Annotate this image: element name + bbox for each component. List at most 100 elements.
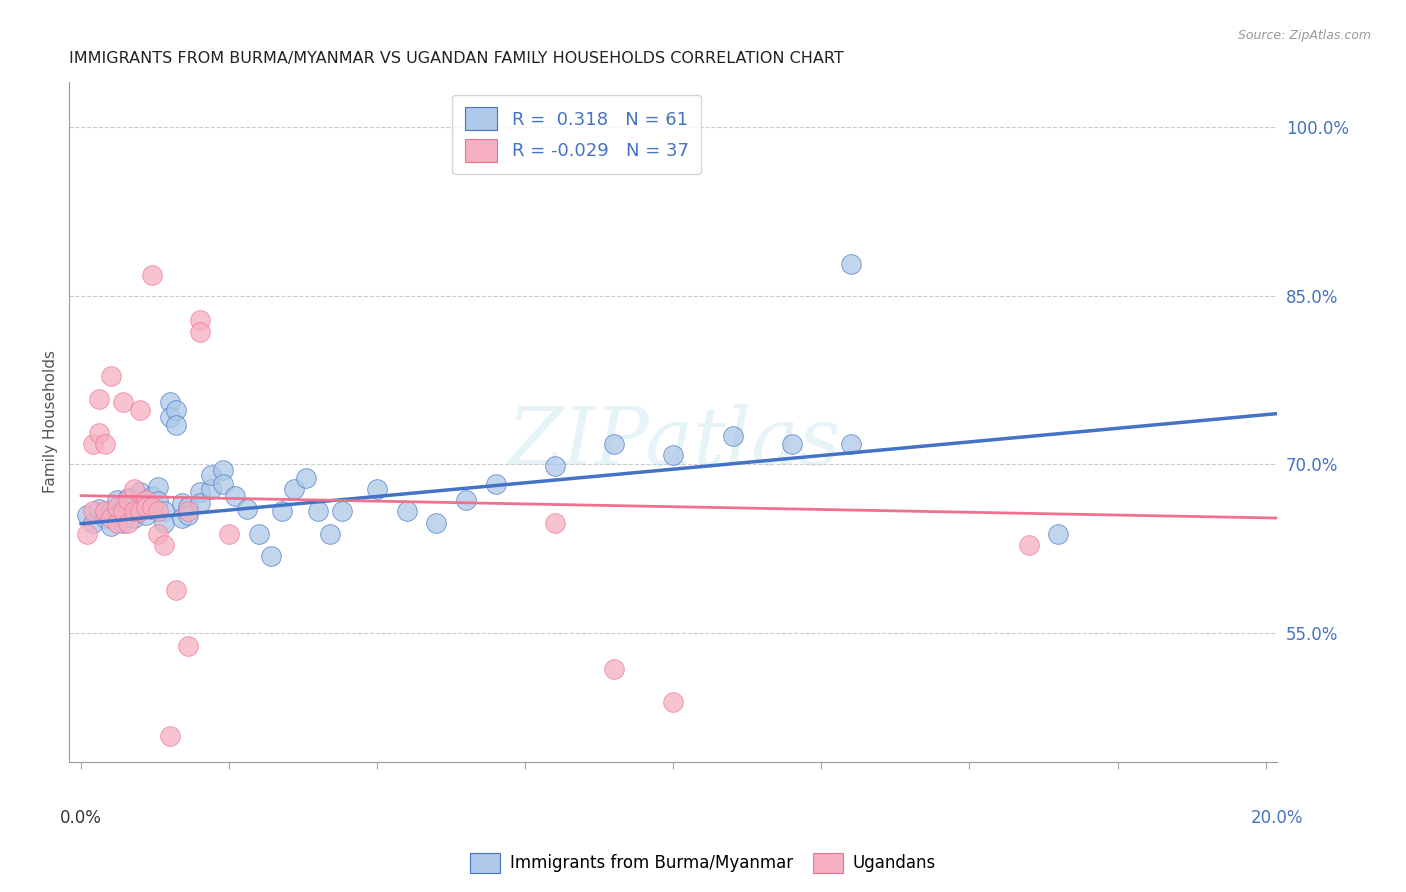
Point <box>153 538 176 552</box>
Point <box>170 511 193 525</box>
Point <box>105 493 128 508</box>
Point <box>271 504 294 518</box>
Point <box>76 508 98 522</box>
Point <box>153 516 176 530</box>
Point <box>1018 538 1040 552</box>
Point <box>395 504 418 518</box>
Point <box>425 516 447 530</box>
Legend: R =  0.318   N = 61, R = -0.029   N = 37: R = 0.318 N = 61, R = -0.029 N = 37 <box>453 95 702 174</box>
Point <box>141 268 163 283</box>
Text: Source: ZipAtlas.com: Source: ZipAtlas.com <box>1237 29 1371 42</box>
Point <box>111 504 134 518</box>
Point <box>141 489 163 503</box>
Point <box>124 511 146 525</box>
Point <box>87 392 110 406</box>
Point <box>544 459 567 474</box>
Point <box>366 482 388 496</box>
Point <box>662 448 685 462</box>
Point <box>146 480 169 494</box>
Point <box>159 409 181 424</box>
Point <box>146 526 169 541</box>
Point <box>188 313 211 327</box>
Point <box>117 493 139 508</box>
Point <box>146 504 169 518</box>
Point <box>82 504 104 518</box>
Point <box>188 325 211 339</box>
Point <box>105 500 128 514</box>
Point <box>662 695 685 709</box>
Point <box>105 508 128 522</box>
Point <box>129 504 152 518</box>
Point <box>111 500 134 514</box>
Point <box>117 516 139 530</box>
Point <box>94 504 117 518</box>
Point <box>200 482 222 496</box>
Point <box>247 526 270 541</box>
Point <box>165 417 187 432</box>
Point <box>603 437 626 451</box>
Point <box>170 496 193 510</box>
Point <box>165 403 187 417</box>
Point <box>295 470 318 484</box>
Point <box>129 485 152 500</box>
Point <box>176 500 198 514</box>
Point <box>100 369 122 384</box>
Legend: Immigrants from Burma/Myanmar, Ugandans: Immigrants from Burma/Myanmar, Ugandans <box>463 847 943 880</box>
Point <box>454 493 477 508</box>
Text: ZIPatlas: ZIPatlas <box>506 404 841 481</box>
Text: 20.0%: 20.0% <box>1251 809 1303 828</box>
Point <box>1047 526 1070 541</box>
Point <box>544 516 567 530</box>
Point <box>94 437 117 451</box>
Point <box>176 504 198 518</box>
Point <box>330 504 353 518</box>
Text: 0.0%: 0.0% <box>60 809 103 828</box>
Point <box>124 496 146 510</box>
Point <box>94 511 117 525</box>
Point <box>129 403 152 417</box>
Point <box>218 526 240 541</box>
Point <box>839 437 862 451</box>
Point <box>100 519 122 533</box>
Point <box>236 502 259 516</box>
Point <box>283 482 305 496</box>
Point <box>603 662 626 676</box>
Point <box>135 500 157 514</box>
Point <box>212 477 235 491</box>
Point <box>124 482 146 496</box>
Point <box>105 516 128 530</box>
Point <box>212 463 235 477</box>
Point <box>153 504 176 518</box>
Text: IMMIGRANTS FROM BURMA/MYANMAR VS UGANDAN FAMILY HOUSEHOLDS CORRELATION CHART: IMMIGRANTS FROM BURMA/MYANMAR VS UGANDAN… <box>69 51 844 66</box>
Point <box>780 437 803 451</box>
Point <box>259 549 281 564</box>
Point <box>129 500 152 514</box>
Point <box>224 489 246 503</box>
Point <box>117 505 139 519</box>
Point <box>146 494 169 508</box>
Point <box>111 516 134 530</box>
Point <box>141 502 163 516</box>
Point <box>76 526 98 541</box>
Point <box>100 511 122 525</box>
Y-axis label: Family Households: Family Households <box>44 351 58 493</box>
Point <box>82 516 104 530</box>
Point <box>159 395 181 409</box>
Point <box>159 729 181 743</box>
Point <box>839 257 862 271</box>
Point <box>82 437 104 451</box>
Point <box>485 477 508 491</box>
Point <box>117 491 139 505</box>
Point <box>188 485 211 500</box>
Point <box>100 504 122 518</box>
Point <box>111 395 134 409</box>
Point <box>721 429 744 443</box>
Point <box>188 496 211 510</box>
Point <box>87 425 110 440</box>
Point <box>141 500 163 514</box>
Point <box>135 508 157 522</box>
Point <box>307 504 329 518</box>
Point <box>319 526 342 541</box>
Point <box>135 493 157 508</box>
Point <box>176 639 198 653</box>
